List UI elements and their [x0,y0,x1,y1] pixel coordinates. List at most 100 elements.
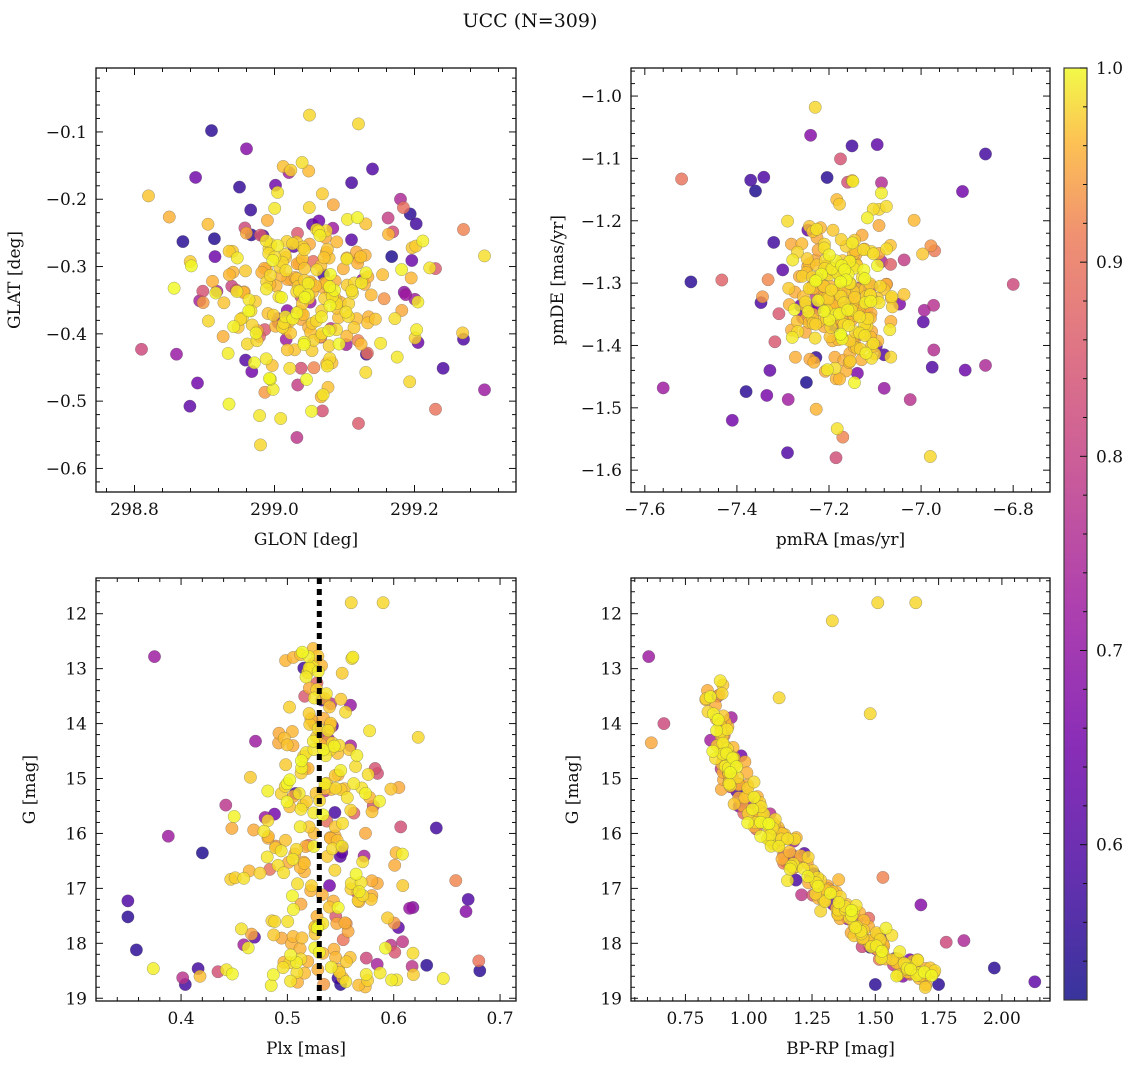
data-point [239,226,253,240]
data-point [449,874,463,888]
data-point [787,303,801,316]
data-point [242,293,256,307]
data-point [644,736,658,750]
data-point [1006,277,1020,291]
data-point [294,802,308,816]
data-point [858,272,872,286]
data-point [359,951,373,965]
data-point [675,172,689,186]
data-point [848,376,861,390]
data-point [328,863,342,877]
data-point [359,266,373,280]
data-point [283,773,297,787]
data-point [324,960,338,974]
data-point [253,866,267,880]
data-point [338,916,352,930]
data-point [318,777,332,791]
y-tick-label: 13 [600,660,622,680]
data-point [436,972,450,985]
data-point [259,282,273,296]
data-point [345,284,359,298]
data-point [339,705,353,719]
data-point [275,291,288,304]
data-point [284,163,298,177]
data-point [874,186,888,200]
data-point [121,894,135,908]
data-point [388,312,402,326]
x-tick-label: 2.00 [983,1009,1021,1029]
colorbar-tick-label: 0.7 [1096,642,1123,662]
data-point [303,108,316,122]
data-point [260,213,274,227]
data-point [809,317,823,331]
data-point [783,845,796,859]
data-point [830,422,844,436]
colorbar-tick-label: 0.8 [1096,447,1123,467]
data-point [1028,975,1042,989]
data-point [286,237,300,251]
data-point [217,296,231,310]
data-point [388,858,402,872]
data-point [330,235,344,249]
data-point [359,967,373,981]
y-tick-label: 13 [65,660,87,680]
data-point [781,214,795,228]
data-point [320,359,334,373]
y-tick-label: −1.6 [581,461,622,481]
data-point [276,961,290,975]
data-point [239,264,252,278]
data-point [711,713,725,727]
data-point [832,873,846,887]
data-point [354,337,368,351]
data-point [404,271,418,285]
data-point [873,279,887,293]
data-point [222,268,236,282]
data-point [409,217,423,231]
data-point [334,692,348,706]
data-point [189,170,203,184]
data-point [782,281,796,295]
data-point [429,402,442,416]
data-point [783,862,797,876]
data-point [243,770,257,784]
y-tick-label: −0.1 [46,123,87,143]
data-point [307,361,321,375]
data-point [396,879,410,893]
data-point [829,451,843,465]
data-point [868,978,882,991]
data-point [436,361,450,375]
data-point [191,376,204,390]
data-point [129,943,143,957]
data-point [710,724,724,737]
data-point [801,870,815,883]
data-point [249,326,263,340]
data-point [405,254,419,267]
data-point [456,326,470,340]
data-point [234,922,248,936]
data-point [310,263,324,277]
data-point [883,323,897,337]
data-point [268,201,282,215]
data-point [280,343,294,357]
data-point [924,239,938,253]
data-point [385,250,399,264]
data-point [761,273,775,287]
data-point [268,915,282,928]
x-tick-label: 0.6 [380,1009,407,1029]
data-point [927,343,941,357]
data-point [208,250,222,264]
x-axis-label: pmRA [mas/yr] [776,530,905,550]
data-point [472,954,486,968]
data-point [657,717,671,731]
data-point [834,152,847,166]
data-point [347,321,361,335]
data-point [457,223,470,236]
data-point [216,330,230,343]
data-point [772,839,786,853]
data-point [823,886,837,900]
data-point [876,870,890,884]
data-point [313,229,327,243]
data-point [849,921,862,935]
x-tick-label: −7.0 [900,500,941,520]
